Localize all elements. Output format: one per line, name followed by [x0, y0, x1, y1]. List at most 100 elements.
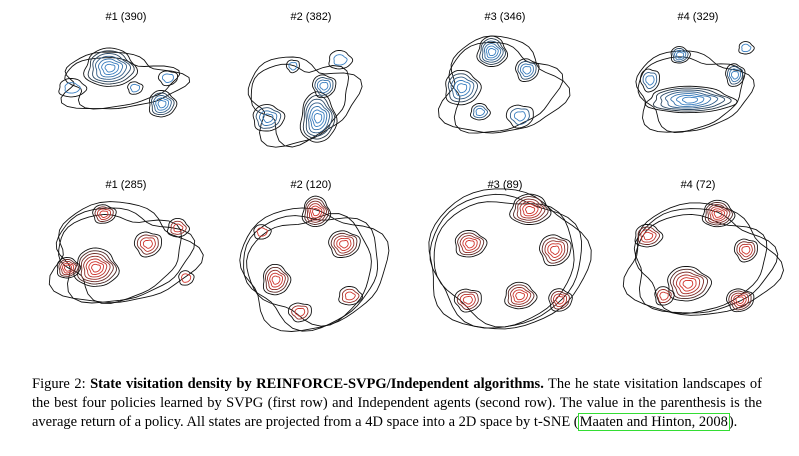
- contour-line: [101, 61, 120, 76]
- contour-line: [726, 288, 755, 313]
- contour-line: [307, 102, 331, 134]
- contour-line: [262, 263, 292, 296]
- contour-line: [142, 239, 153, 249]
- contour-line: [250, 63, 350, 148]
- contour-line: [725, 63, 746, 87]
- contour-line: [510, 287, 532, 305]
- contour-line: [642, 72, 658, 90]
- contour-line: [308, 203, 325, 221]
- contour-line: [313, 113, 323, 124]
- contour-line: [635, 50, 755, 133]
- contour-line: [127, 81, 144, 95]
- contour-line: [344, 291, 356, 301]
- contour-line: [525, 206, 536, 215]
- contour-line: [267, 269, 286, 291]
- contour-line: [333, 235, 355, 254]
- contour-line: [659, 291, 669, 301]
- contour-line: [701, 199, 736, 228]
- contour-line: [271, 275, 281, 285]
- figure-caption: Figure 2: State visitation density by RE…: [32, 375, 762, 432]
- contour-line: [299, 91, 338, 143]
- contour-line: [504, 281, 538, 310]
- density-plot-svpg-3: [437, 35, 571, 134]
- contour-line: [456, 291, 479, 310]
- contour-line: [336, 237, 352, 252]
- contour-line: [454, 230, 488, 258]
- contour-line: [507, 284, 535, 307]
- contour-line: [136, 234, 159, 255]
- contour-line: [711, 208, 725, 220]
- contour-line: [314, 77, 334, 96]
- contour-line: [453, 79, 471, 97]
- contour-line: [48, 201, 204, 304]
- contour-line: [548, 288, 573, 312]
- caption-body: The he state visitation landscapes of th…: [32, 376, 763, 430]
- contour-line: [269, 272, 284, 288]
- contour-line: [637, 56, 744, 133]
- contour-line: [667, 266, 712, 302]
- citation-link[interactable]: Maaten and Hinton, 2008: [577, 413, 730, 431]
- contour-line: [728, 68, 741, 83]
- contour-line: [522, 66, 532, 75]
- contour-line: [287, 302, 312, 323]
- contour-line: [670, 93, 712, 107]
- contour-line: [92, 204, 117, 224]
- contour-line: [80, 253, 114, 283]
- contour-line: [487, 48, 497, 57]
- contour-line: [294, 307, 306, 317]
- contour-line: [328, 230, 361, 258]
- contour-line: [60, 51, 191, 110]
- contour-line: [83, 255, 111, 280]
- contour-line: [707, 204, 731, 224]
- contour-line: [155, 97, 170, 111]
- contour-line: [656, 288, 672, 304]
- contour-line: [87, 50, 135, 85]
- contour-line: [311, 109, 325, 127]
- contour-line: [730, 292, 750, 309]
- density-plot-independent-3: [428, 188, 592, 330]
- contour-line: [519, 63, 534, 78]
- contour-line: [519, 201, 542, 219]
- contour-line: [445, 69, 482, 106]
- contour-line: [728, 290, 752, 311]
- contour-line: [634, 223, 664, 248]
- contour-line: [539, 234, 572, 267]
- density-plot-svpg-1: [58, 47, 191, 118]
- contour-line: [83, 47, 139, 87]
- contour-line: [456, 83, 468, 94]
- contour-line: [509, 108, 530, 126]
- contour-line: [727, 65, 744, 85]
- contour-line: [58, 213, 182, 304]
- contour-line: [309, 106, 328, 131]
- caption-suffix: ).: [728, 414, 738, 430]
- contour-line: [669, 268, 709, 299]
- contour-line: [306, 200, 327, 223]
- contour-line: [341, 288, 360, 303]
- contour-line: [515, 291, 525, 301]
- contour-line: [148, 89, 178, 118]
- contour-line: [476, 35, 509, 67]
- contour-line: [264, 266, 289, 293]
- contour-line: [453, 288, 482, 313]
- contour-line: [153, 95, 172, 113]
- contour-line: [505, 104, 534, 129]
- contour-line: [60, 260, 77, 276]
- contour-line: [310, 205, 323, 219]
- contour-line: [555, 296, 565, 305]
- contour-line: [77, 250, 117, 285]
- contour-line: [645, 75, 655, 86]
- contour-line: [485, 45, 499, 59]
- contour-line: [330, 232, 358, 256]
- contour-line: [462, 295, 473, 305]
- caption-title: State visitation density by REINFORCE-SV…: [90, 376, 544, 392]
- contour-line: [94, 206, 114, 222]
- contour-line: [541, 237, 569, 264]
- contour-line: [305, 98, 333, 137]
- contour-line: [676, 94, 705, 106]
- contour-line: [85, 258, 108, 278]
- contour-line: [682, 279, 694, 289]
- contour-line: [512, 289, 529, 303]
- contour-line: [736, 241, 756, 260]
- contour-line: [459, 235, 481, 254]
- contour-line: [681, 96, 698, 104]
